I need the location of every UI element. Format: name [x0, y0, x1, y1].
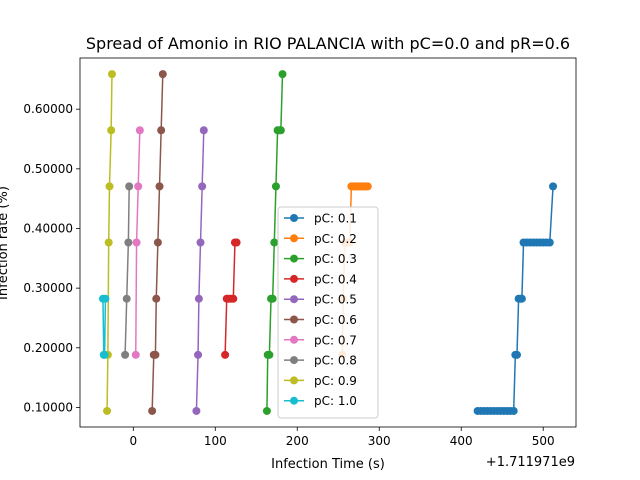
- legend-label: pC: 0.3: [314, 252, 357, 266]
- data-point: [107, 126, 116, 135]
- data-point: [152, 294, 161, 303]
- data-point: [270, 238, 279, 247]
- y-tick-label: 0.30000: [23, 281, 73, 295]
- legend-label: pC: 0.1: [314, 212, 357, 226]
- legend-box: [277, 206, 379, 419]
- data-point: [199, 126, 208, 135]
- legend-marker: [290, 335, 298, 344]
- y-tick-label: 0.60000: [23, 102, 73, 116]
- data-point: [155, 182, 164, 191]
- legend-label: pC: 0.5: [314, 293, 357, 307]
- legend-marker: [290, 274, 298, 283]
- legend-label: pC: 0.9: [314, 374, 357, 388]
- data-point: [232, 238, 241, 247]
- data-point: [100, 350, 109, 359]
- legend-marker: [290, 356, 298, 365]
- legend: pC: 0.1 pC: 0.2 pC: 0.3 pC: 0.4 pC: 0.5 pC: 0…: [277, 206, 379, 419]
- data-point: [265, 350, 274, 359]
- data-point: [135, 126, 144, 135]
- x-tick-label: 100: [204, 434, 227, 448]
- data-point: [107, 70, 116, 79]
- legend-marker: [290, 396, 298, 405]
- legend-label: pC: 0.4: [314, 272, 357, 286]
- x-axis-offset-label: +1.711971e9: [486, 455, 575, 470]
- legend-marker: [290, 315, 298, 324]
- data-point: [221, 350, 230, 359]
- data-point: [363, 182, 372, 191]
- legend-marker: [290, 214, 298, 222]
- data-point: [271, 182, 280, 191]
- legend-marker: [290, 376, 298, 385]
- x-axis-label: Infection Time (s): [271, 457, 385, 472]
- x-tick-label: 500: [532, 434, 555, 448]
- legend-label: pC: 1.0: [314, 394, 357, 408]
- data-point: [121, 350, 130, 359]
- x-tick-label: 400: [450, 434, 473, 448]
- data-point: [125, 182, 134, 191]
- x-tick-label: 0: [129, 434, 137, 448]
- data-point: [229, 294, 238, 303]
- data-point: [194, 294, 203, 303]
- data-point: [151, 350, 160, 359]
- series-line-6: [135, 130, 141, 355]
- data-point: [262, 406, 271, 415]
- data-point: [104, 238, 113, 247]
- data-point: [153, 238, 162, 247]
- data-point: [517, 294, 526, 303]
- data-point: [194, 350, 203, 359]
- y-tick-label: 0.20000: [23, 341, 73, 355]
- data-point: [122, 294, 131, 303]
- x-tick-label: 300: [368, 434, 391, 448]
- y-tick-label: 0.10000: [23, 400, 73, 414]
- data-point: [148, 406, 157, 415]
- legend-label: pC: 0.8: [314, 354, 357, 368]
- legend-marker: [290, 234, 298, 243]
- data-point: [276, 126, 285, 135]
- data-point: [509, 406, 518, 415]
- y-tick-label: 0.40000: [23, 221, 73, 235]
- x-tick-label: 200: [286, 434, 309, 448]
- data-point: [192, 406, 201, 415]
- legend-label: pC: 0.2: [314, 232, 357, 246]
- data-point: [278, 70, 287, 79]
- data-point: [134, 182, 143, 191]
- data-point: [549, 182, 558, 191]
- data-point: [103, 406, 112, 415]
- axes-frame: [79, 57, 577, 428]
- chart-title: Spread of Amonio in RIO PALANCIA with pC…: [86, 34, 570, 53]
- plot-area: [98, 70, 558, 415]
- y-tick-label: 0.50000: [23, 162, 73, 176]
- legend-marker: [290, 254, 298, 263]
- series-line-7: [124, 186, 130, 355]
- plot-series-group: [98, 70, 558, 415]
- axes: 0 100 200 300 400 500 0.10000 0.20000 0.30000 0.4…: [23, 57, 577, 448]
- data-point: [157, 126, 166, 135]
- data-point: [158, 70, 167, 79]
- series-line-8: [106, 74, 113, 411]
- legend-marker: [290, 295, 298, 304]
- y-axis-label: Infection rate (%): [0, 186, 11, 300]
- data-point: [545, 238, 554, 247]
- data-point: [512, 350, 521, 359]
- data-point: [101, 294, 110, 303]
- data-point: [131, 350, 140, 359]
- legend-label: pC: 0.7: [314, 333, 357, 347]
- data-point: [105, 182, 114, 191]
- data-point: [196, 238, 205, 247]
- data-point: [268, 294, 277, 303]
- legend-label: pC: 0.6: [314, 313, 357, 327]
- data-point: [198, 182, 207, 191]
- series-line-4: [195, 130, 205, 411]
- data-point: [124, 238, 133, 247]
- data-point: [132, 238, 141, 247]
